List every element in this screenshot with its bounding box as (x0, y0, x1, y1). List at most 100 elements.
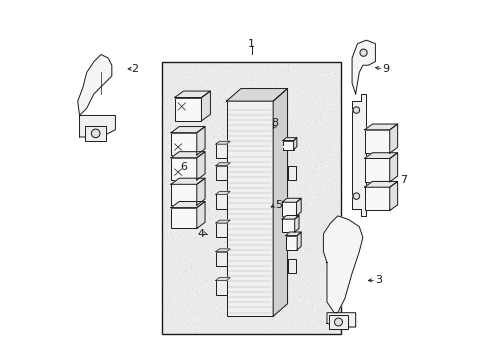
Point (177, 188, 184, 194)
Point (288, 64, 296, 69)
Point (308, 106, 316, 112)
Point (272, 273, 280, 278)
Point (313, 224, 321, 229)
Point (184, 126, 192, 132)
Point (249, 242, 257, 247)
Point (202, 174, 209, 180)
Point (257, 294, 265, 300)
Point (321, 254, 329, 260)
Point (277, 252, 285, 258)
Point (273, 275, 281, 281)
Point (325, 133, 333, 139)
Point (225, 119, 233, 125)
Point (311, 248, 319, 254)
Point (330, 248, 338, 254)
Point (277, 312, 285, 318)
Bar (162, 62, 341, 334)
Point (333, 143, 341, 149)
Point (168, 157, 176, 162)
Point (296, 139, 304, 145)
Point (211, 256, 219, 262)
Point (275, 244, 283, 250)
Point (320, 133, 328, 139)
Point (280, 230, 288, 235)
Point (286, 214, 294, 220)
Point (268, 217, 276, 223)
Point (248, 114, 256, 120)
Point (270, 237, 278, 242)
Point (283, 207, 291, 213)
Point (305, 285, 313, 291)
Point (282, 314, 289, 320)
Point (303, 280, 311, 286)
Point (180, 256, 188, 262)
Point (313, 304, 321, 310)
Point (317, 287, 325, 292)
Point (320, 221, 327, 226)
Point (327, 304, 335, 310)
Point (310, 117, 318, 123)
Point (162, 137, 170, 143)
Point (237, 275, 245, 281)
Point (273, 263, 281, 269)
Point (315, 185, 323, 191)
Point (176, 184, 183, 190)
Point (254, 323, 262, 328)
Point (190, 223, 198, 229)
Point (288, 318, 296, 324)
Polygon shape (171, 152, 204, 158)
Polygon shape (215, 163, 230, 166)
Point (302, 193, 310, 199)
Point (316, 265, 324, 271)
Point (190, 136, 198, 142)
Point (179, 323, 187, 329)
Point (305, 246, 313, 252)
Point (174, 139, 182, 145)
Polygon shape (351, 40, 375, 94)
Point (205, 95, 213, 100)
Point (287, 170, 295, 176)
Point (192, 274, 200, 280)
Point (247, 156, 255, 162)
Bar (171, 208, 196, 228)
Point (293, 236, 301, 242)
Point (325, 108, 332, 114)
Point (182, 262, 190, 267)
Point (162, 114, 169, 120)
Point (195, 157, 203, 162)
Bar (282, 140, 293, 149)
Point (206, 216, 214, 222)
Point (291, 199, 299, 205)
Point (175, 250, 183, 256)
Point (282, 67, 289, 72)
Point (187, 264, 195, 270)
Point (305, 249, 313, 255)
Point (187, 95, 195, 101)
Point (166, 71, 174, 76)
Point (231, 94, 239, 99)
Point (231, 138, 239, 143)
Point (311, 177, 319, 183)
Point (325, 298, 332, 304)
Point (286, 121, 294, 127)
Point (246, 150, 254, 156)
Point (325, 165, 333, 171)
Point (187, 275, 195, 281)
Point (178, 321, 186, 327)
Point (164, 165, 172, 171)
Point (231, 329, 239, 335)
Point (174, 193, 182, 199)
Point (279, 276, 286, 282)
Point (327, 199, 335, 204)
Point (196, 116, 203, 122)
Text: 6: 6 (180, 162, 186, 172)
Point (323, 72, 331, 78)
Polygon shape (196, 202, 204, 228)
Point (254, 141, 262, 147)
Point (211, 301, 219, 307)
Point (334, 79, 342, 85)
Point (245, 194, 253, 199)
Point (192, 85, 200, 91)
Point (334, 139, 342, 145)
Point (212, 184, 220, 190)
